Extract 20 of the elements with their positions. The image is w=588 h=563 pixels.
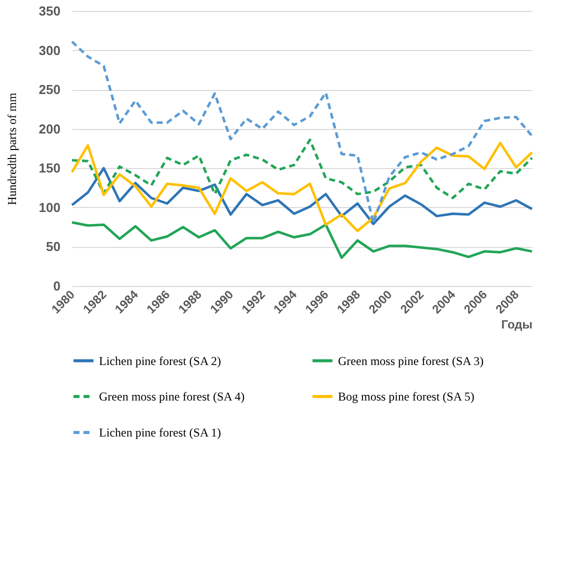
legend-label: Green moss pine forest (SA 3) bbox=[338, 354, 484, 368]
line-series bbox=[70, 138, 534, 200]
line-series bbox=[70, 221, 534, 259]
x-axis-title: Годы bbox=[501, 318, 532, 332]
line-series bbox=[70, 40, 534, 224]
y-axis-title: Hundredth parts of mm bbox=[4, 92, 19, 206]
y-tick-label: 50 bbox=[46, 239, 60, 254]
legend-label: Bog moss pine forest (SA 5) bbox=[338, 390, 474, 404]
y-tick-label: 200 bbox=[38, 121, 60, 136]
y-tick-label: 150 bbox=[38, 160, 60, 176]
line-series bbox=[70, 142, 534, 232]
y-tick-label: 0 bbox=[53, 278, 60, 294]
y-tick-label: 300 bbox=[38, 42, 60, 58]
legend-label: Lichen pine forest (SA 2) bbox=[99, 354, 221, 368]
line-series bbox=[70, 166, 534, 226]
y-tick-label: 100 bbox=[38, 200, 60, 215]
y-tick-label: 250 bbox=[38, 82, 60, 98]
legend-label: Lichen pine forest (SA 1) bbox=[99, 426, 221, 440]
y-tick-label: 350 bbox=[38, 4, 60, 18]
legend-label: Green moss pine forest (SA 4) bbox=[99, 390, 245, 404]
